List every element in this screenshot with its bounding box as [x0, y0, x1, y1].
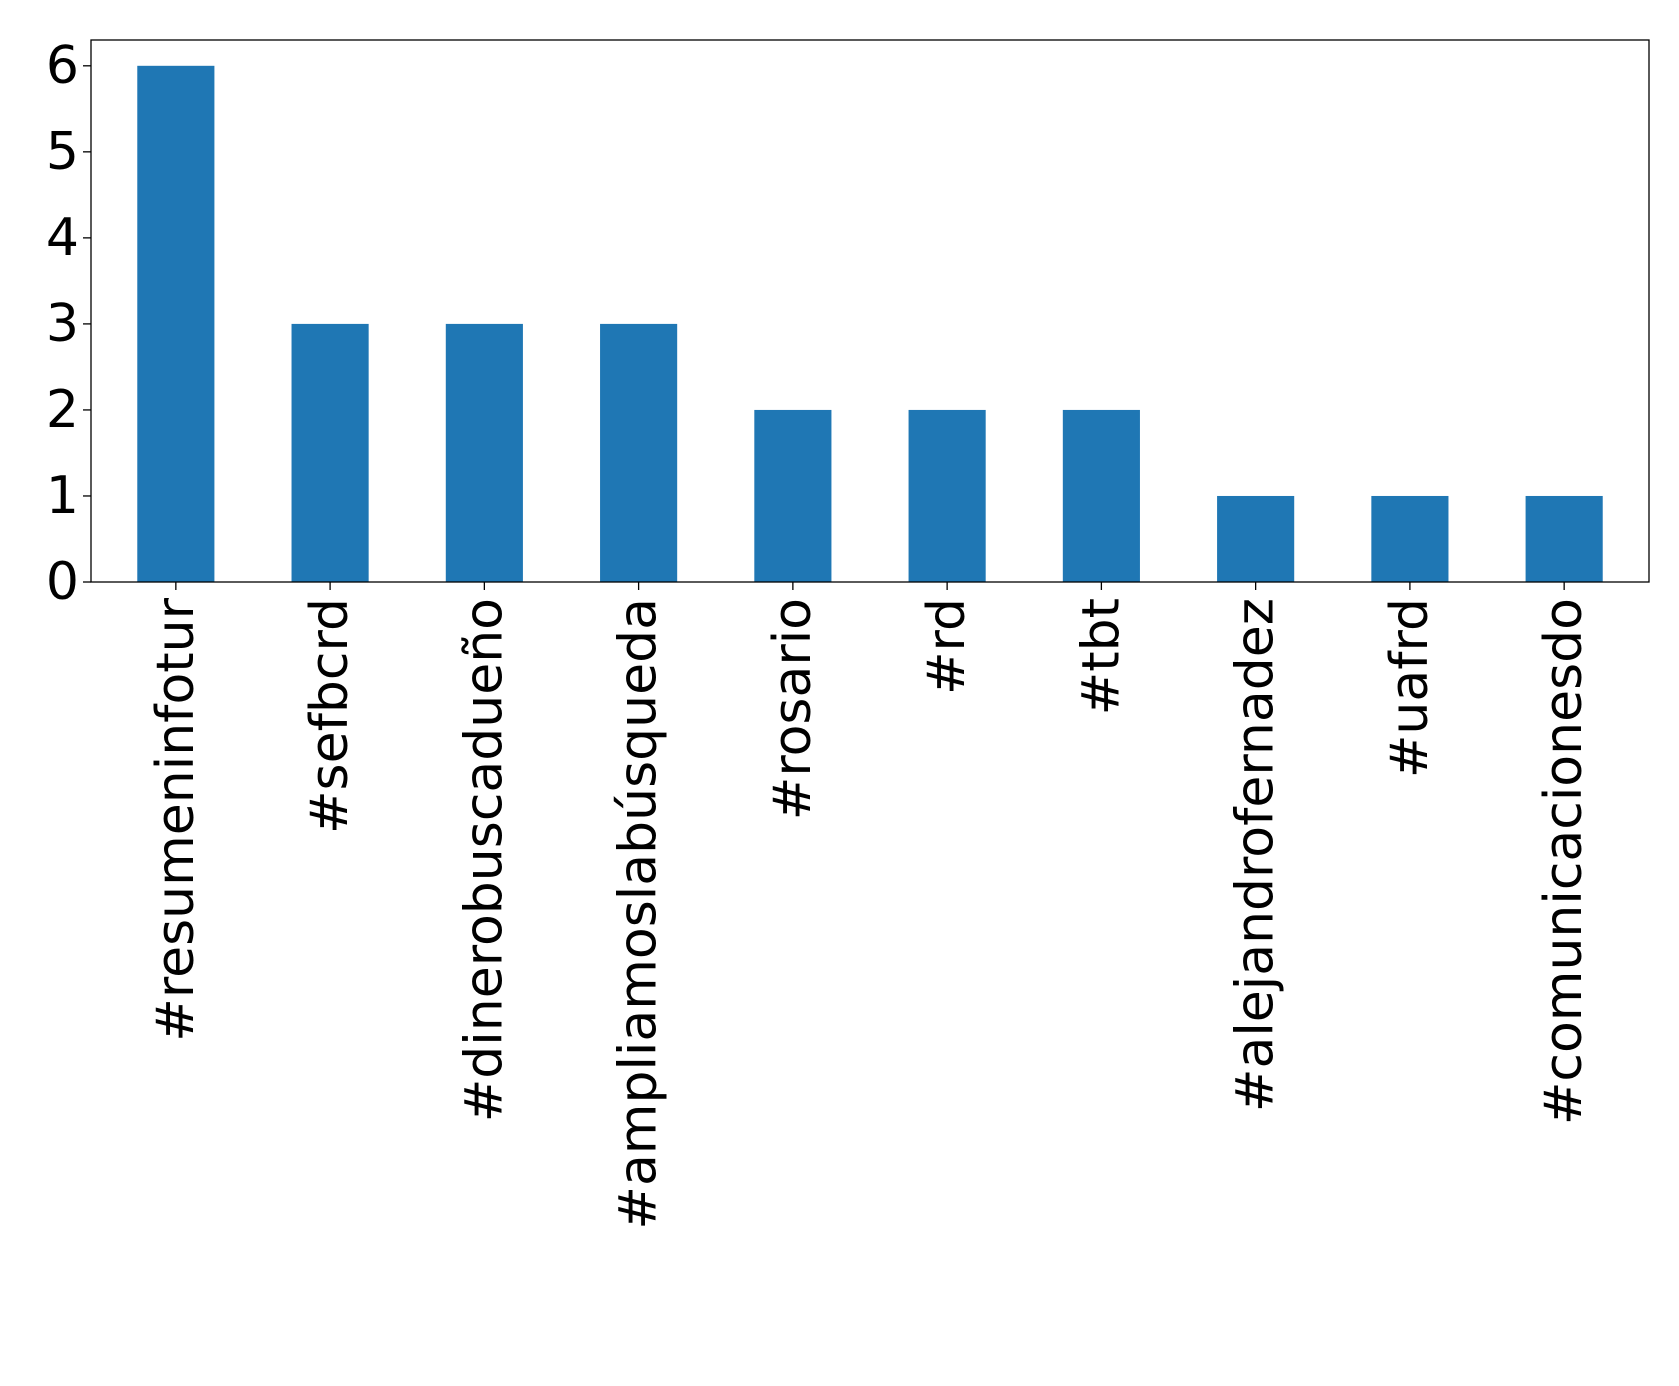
x-tick-label-5: #rd [917, 598, 977, 695]
plot-frame [90, 39, 1650, 583]
bar-2 [445, 323, 523, 582]
y-axis: 0 1 2 3 4 5 6 [46, 36, 91, 612]
y-tick-label-0: 0 [46, 552, 79, 612]
x-tick-label-2: #dinerobuscadueño [454, 598, 514, 1122]
x-tick-label-6: #tbt [1071, 598, 1131, 715]
y-tick-label-2: 2 [46, 380, 79, 440]
x-tick-label-1: #sefbcrd [300, 598, 360, 834]
y-tick-label-6: 6 [46, 36, 79, 96]
x-tick-label-0: #resumeninfotur [146, 597, 206, 1041]
x-tick-label-9: #comunicacionesdo [1534, 598, 1594, 1125]
y-tick-label-1: 1 [46, 466, 79, 526]
bar-3 [600, 323, 678, 582]
bar-8 [1371, 495, 1449, 582]
bar-5 [908, 409, 986, 582]
x-tick-label-3: #ampliamoslabúsqueda [609, 598, 669, 1230]
y-tick-label-5: 5 [46, 122, 79, 182]
bar-1 [291, 323, 369, 582]
x-axis: #resumeninfotur #sefbcrd #dinerobuscadueño… [146, 582, 1594, 1230]
bar-9 [1525, 495, 1603, 582]
x-tick-label-8: #uafrd [1380, 598, 1440, 778]
bar-6 [1062, 409, 1140, 582]
bar-7 [1217, 495, 1295, 582]
bars-group [137, 65, 1603, 582]
x-tick-label-7: #alejandrofernadez [1226, 598, 1286, 1112]
bar-4 [754, 409, 832, 582]
y-tick-label-3: 3 [46, 294, 79, 354]
y-tick-label-4: 4 [46, 208, 79, 268]
x-tick-label-4: #rosario [763, 598, 823, 820]
bar-0 [137, 65, 215, 582]
